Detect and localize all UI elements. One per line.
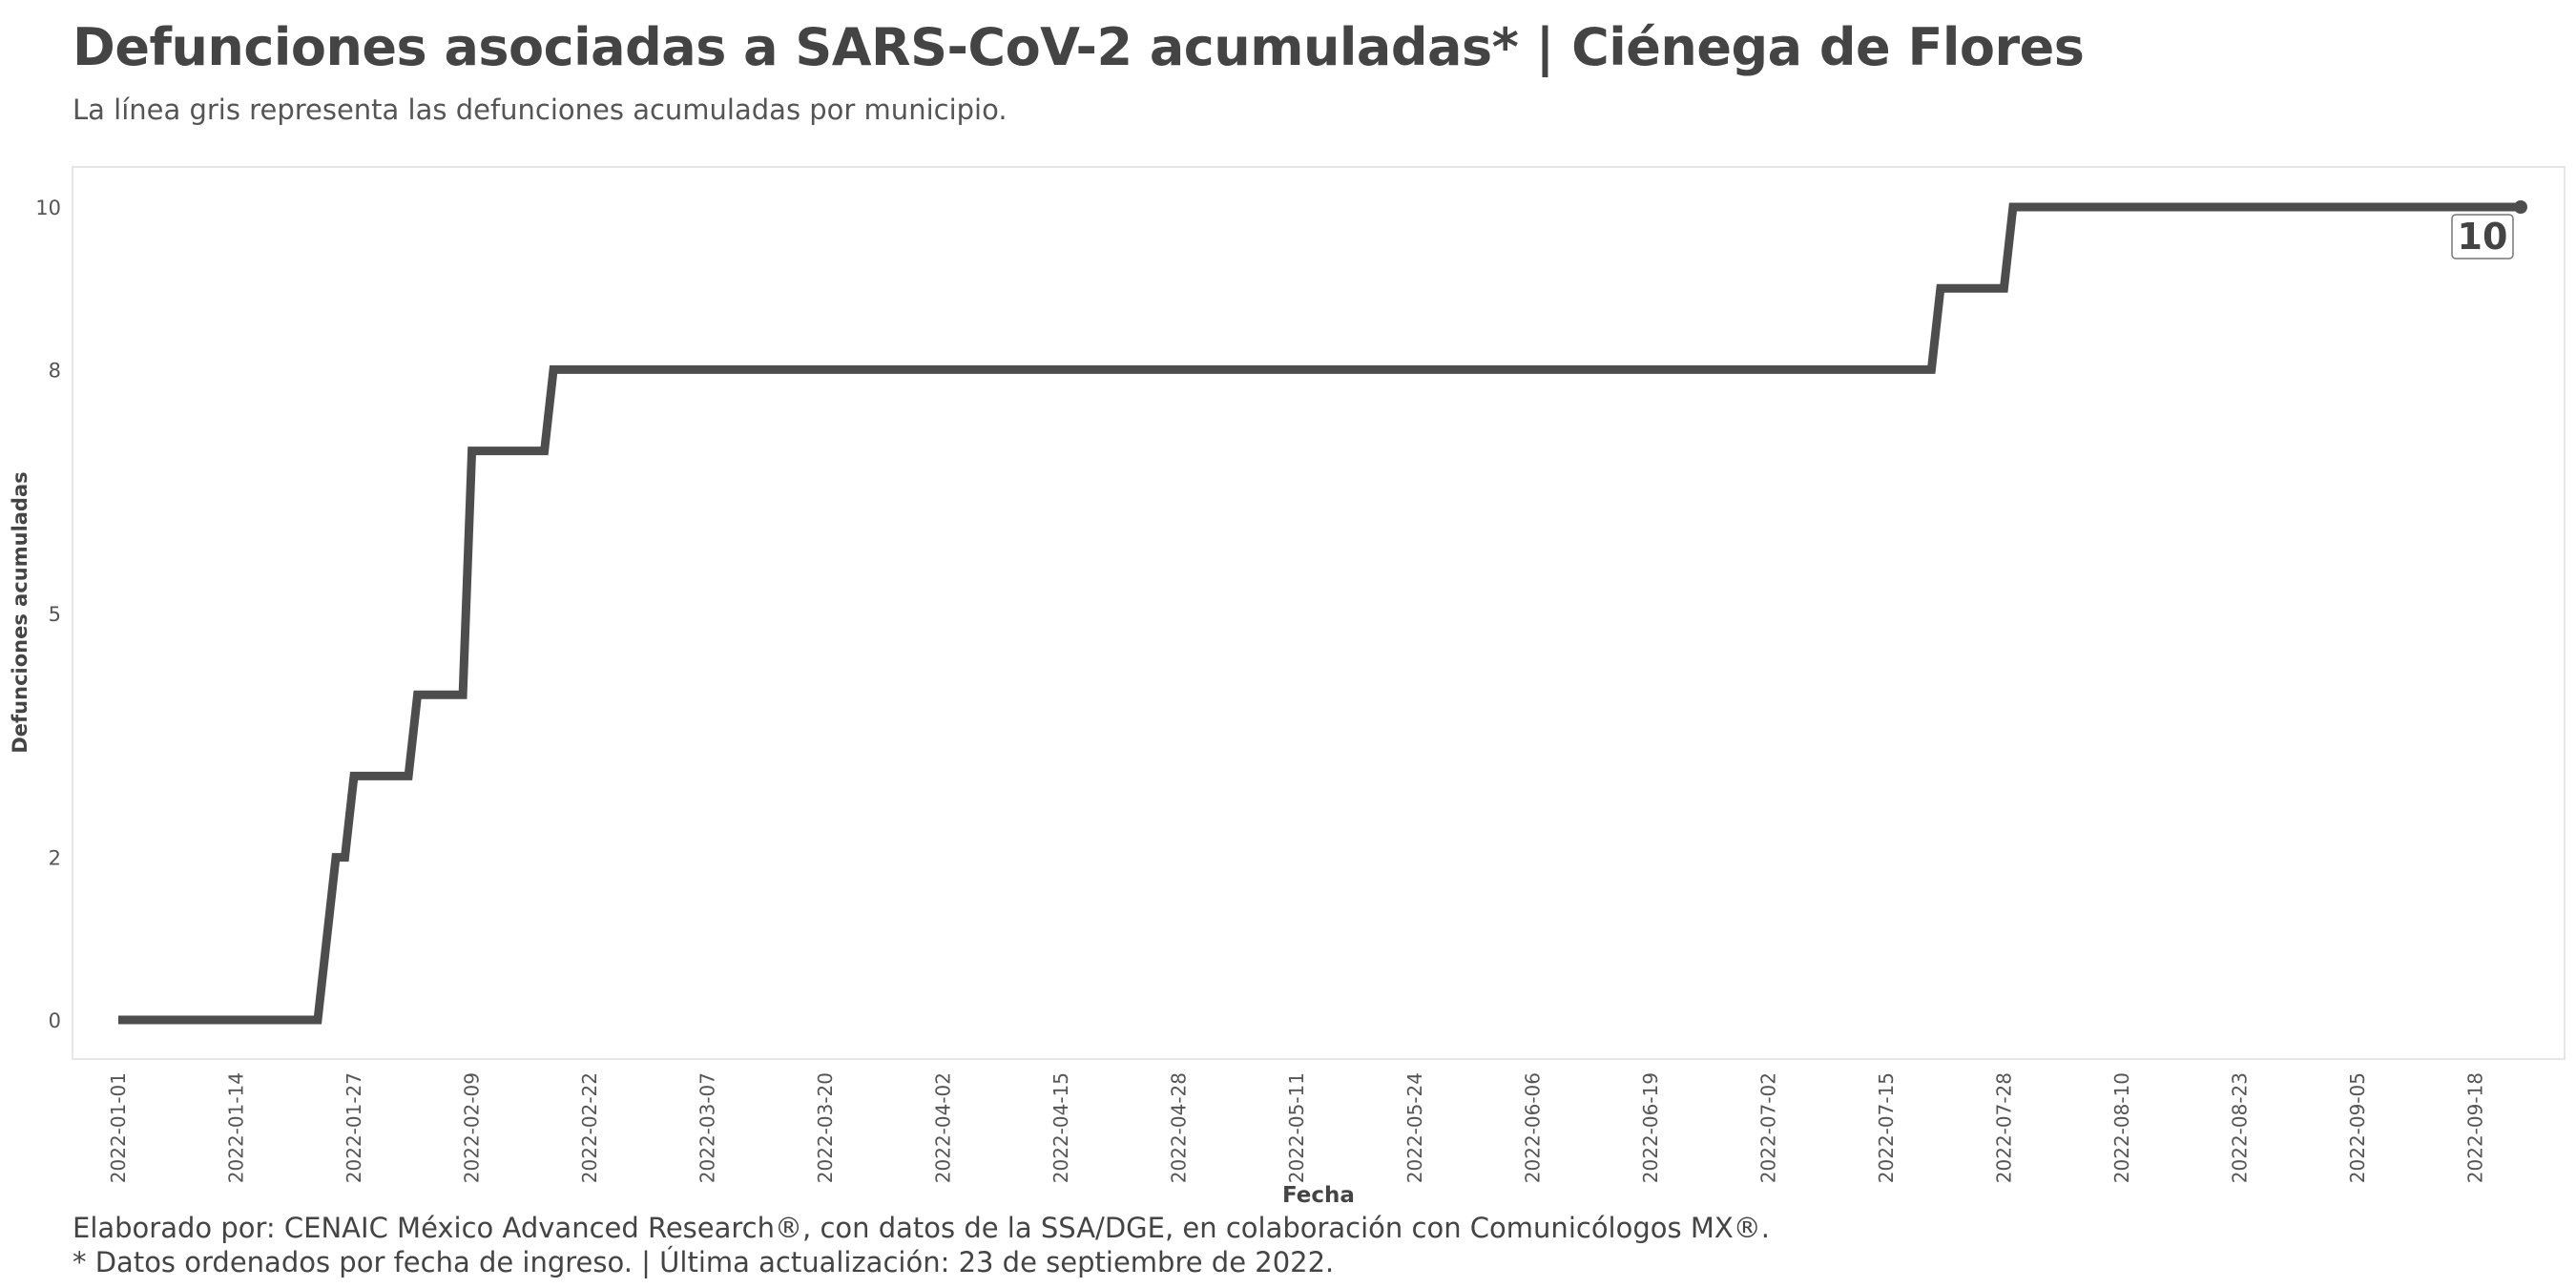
end-label: 10 bbox=[2458, 216, 2508, 258]
x-axis-title: Fecha bbox=[1282, 1183, 1355, 1208]
x-tick-label: 2022-01-27 bbox=[343, 1072, 365, 1183]
y-tick-label: 10 bbox=[35, 197, 61, 219]
x-tick-label: 2022-08-23 bbox=[2228, 1072, 2251, 1183]
y-tick-label: 8 bbox=[49, 359, 61, 382]
x-tick-label: 2022-03-20 bbox=[814, 1072, 837, 1183]
x-tick-label: 2022-05-11 bbox=[1285, 1072, 1308, 1183]
x-tick-label: 2022-04-28 bbox=[1168, 1072, 1191, 1183]
x-tick-label: 2022-07-02 bbox=[1756, 1072, 1779, 1183]
x-tick-label: 2022-07-28 bbox=[1992, 1072, 2015, 1183]
y-tick-label: 2 bbox=[49, 847, 61, 870]
y-axis-ticks: 0 2 5 8 10 bbox=[35, 197, 61, 1032]
chart-title: Defunciones asociadas a SARS-CoV-2 acumu… bbox=[73, 17, 2085, 77]
caption-note: * Datos ordenados por fecha de ingreso. … bbox=[73, 1246, 1335, 1278]
x-tick-label: 2022-02-09 bbox=[461, 1072, 484, 1183]
x-tick-label: 2022-08-10 bbox=[2110, 1072, 2133, 1183]
series-end-point bbox=[2514, 200, 2527, 214]
caption-source: Elaborado por: CENAIC México Advanced Re… bbox=[73, 1212, 1770, 1244]
x-tick-label: 2022-09-18 bbox=[2463, 1072, 2486, 1183]
x-tick-label: 2022-02-22 bbox=[578, 1072, 601, 1183]
x-tick-label: 2022-03-07 bbox=[696, 1072, 719, 1183]
x-tick-label: 2022-09-05 bbox=[2346, 1072, 2369, 1183]
x-tick-label: 2022-01-01 bbox=[107, 1072, 130, 1183]
x-tick-label: 2022-06-06 bbox=[1521, 1072, 1544, 1183]
y-axis-title: Defunciones acumuladas bbox=[9, 471, 31, 753]
chart-subtitle: La línea gris representa las defunciones… bbox=[73, 93, 1008, 126]
x-tick-label: 2022-07-15 bbox=[1875, 1072, 1898, 1183]
x-tick-label: 2022-05-24 bbox=[1403, 1072, 1426, 1183]
x-tick-label: 2022-04-02 bbox=[932, 1072, 955, 1183]
x-tick-label: 2022-04-15 bbox=[1049, 1072, 1072, 1183]
x-tick-label: 2022-06-19 bbox=[1639, 1072, 1662, 1183]
x-axis-ticks: 2022-01-01 2022-01-14 2022-01-27 2022-02-09… bbox=[107, 1072, 2486, 1183]
plot-panel bbox=[72, 166, 2566, 1060]
x-tick-label: 2022-01-14 bbox=[225, 1072, 248, 1183]
end-label-box bbox=[2451, 214, 2514, 260]
series-line bbox=[118, 202, 2521, 1025]
y-tick-label: 5 bbox=[49, 603, 61, 626]
y-tick-label: 0 bbox=[49, 1009, 61, 1032]
